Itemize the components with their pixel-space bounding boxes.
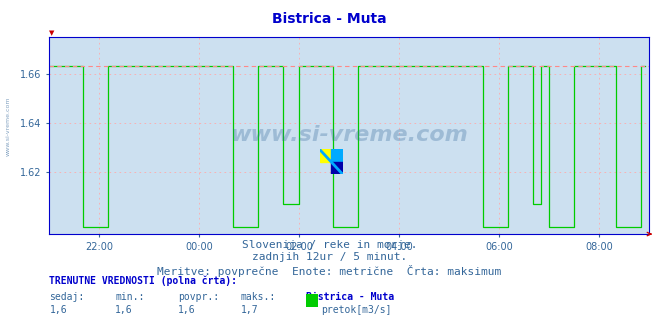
Text: www.si-vreme.com: www.si-vreme.com [5, 96, 11, 156]
Text: min.:: min.: [115, 292, 145, 302]
Text: 1,6: 1,6 [115, 305, 133, 315]
Text: www.si-vreme.com: www.si-vreme.com [231, 125, 468, 145]
Text: maks.:: maks.: [241, 292, 275, 302]
Text: ▼: ▼ [49, 31, 55, 37]
Text: 1,6: 1,6 [49, 305, 67, 315]
Text: 1,7: 1,7 [241, 305, 258, 315]
Bar [331, 162, 343, 174]
Text: Bistrica - Muta: Bistrica - Muta [306, 292, 395, 302]
Text: sedaj:: sedaj: [49, 292, 84, 302]
Text: povpr.:: povpr.: [178, 292, 219, 302]
Bar [331, 149, 343, 162]
Text: pretok[m3/s]: pretok[m3/s] [321, 305, 391, 315]
Bar [320, 149, 331, 162]
Text: zadnjih 12ur / 5 minut.: zadnjih 12ur / 5 minut. [252, 252, 407, 262]
Text: Bistrica - Muta: Bistrica - Muta [272, 12, 387, 26]
Text: TRENUTNE VREDNOSTI (polna črta):: TRENUTNE VREDNOSTI (polna črta): [49, 276, 237, 286]
Text: 1,6: 1,6 [178, 305, 196, 315]
Text: Slovenija / reke in morje.: Slovenija / reke in morje. [242, 240, 417, 250]
Text: Meritve: povprečne  Enote: metrične  Črta: maksimum: Meritve: povprečne Enote: metrične Črta:… [158, 265, 501, 277]
